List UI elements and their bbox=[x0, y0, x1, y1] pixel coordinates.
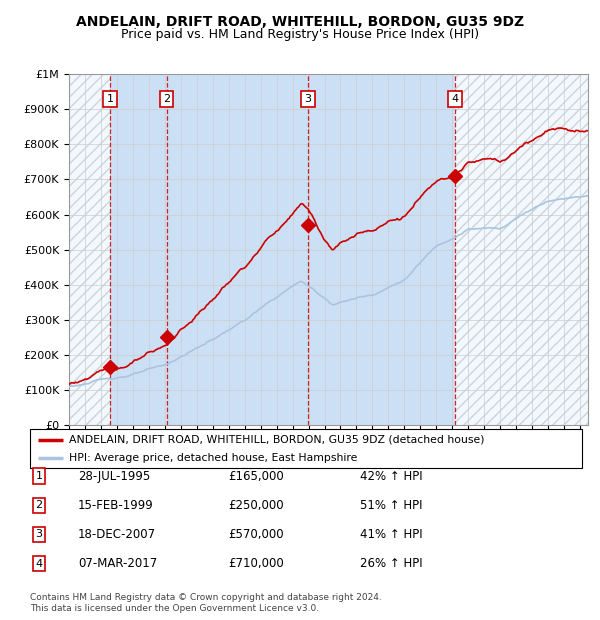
Text: £570,000: £570,000 bbox=[228, 528, 284, 541]
Text: 28-JUL-1995: 28-JUL-1995 bbox=[78, 470, 150, 482]
Text: 1: 1 bbox=[107, 94, 113, 104]
Text: Contains HM Land Registry data © Crown copyright and database right 2024.
This d: Contains HM Land Registry data © Crown c… bbox=[30, 593, 382, 613]
Text: ANDELAIN, DRIFT ROAD, WHITEHILL, BORDON, GU35 9DZ: ANDELAIN, DRIFT ROAD, WHITEHILL, BORDON,… bbox=[76, 16, 524, 30]
Text: ANDELAIN, DRIFT ROAD, WHITEHILL, BORDON, GU35 9DZ (detached house): ANDELAIN, DRIFT ROAD, WHITEHILL, BORDON,… bbox=[68, 435, 484, 445]
Text: HPI: Average price, detached house, East Hampshire: HPI: Average price, detached house, East… bbox=[68, 453, 357, 463]
Text: 4: 4 bbox=[452, 94, 458, 104]
Text: 41% ↑ HPI: 41% ↑ HPI bbox=[360, 528, 422, 541]
Bar bbox=[110, 74, 455, 425]
Text: 26% ↑ HPI: 26% ↑ HPI bbox=[360, 557, 422, 570]
Text: 15-FEB-1999: 15-FEB-1999 bbox=[78, 499, 154, 511]
Bar bbox=[69, 74, 110, 425]
Text: 1: 1 bbox=[35, 471, 43, 481]
Text: 42% ↑ HPI: 42% ↑ HPI bbox=[360, 470, 422, 482]
Text: 3: 3 bbox=[304, 94, 311, 104]
Text: 07-MAR-2017: 07-MAR-2017 bbox=[78, 557, 157, 570]
Text: Price paid vs. HM Land Registry's House Price Index (HPI): Price paid vs. HM Land Registry's House … bbox=[121, 28, 479, 41]
Text: 18-DEC-2007: 18-DEC-2007 bbox=[78, 528, 156, 541]
Bar bbox=[455, 74, 588, 425]
Text: £165,000: £165,000 bbox=[228, 470, 284, 482]
Text: £710,000: £710,000 bbox=[228, 557, 284, 570]
Text: 51% ↑ HPI: 51% ↑ HPI bbox=[360, 499, 422, 511]
Text: 4: 4 bbox=[35, 559, 43, 569]
Text: 3: 3 bbox=[35, 529, 43, 539]
Text: 2: 2 bbox=[35, 500, 43, 510]
Text: 2: 2 bbox=[163, 94, 170, 104]
FancyBboxPatch shape bbox=[30, 429, 582, 468]
Text: £250,000: £250,000 bbox=[228, 499, 284, 511]
